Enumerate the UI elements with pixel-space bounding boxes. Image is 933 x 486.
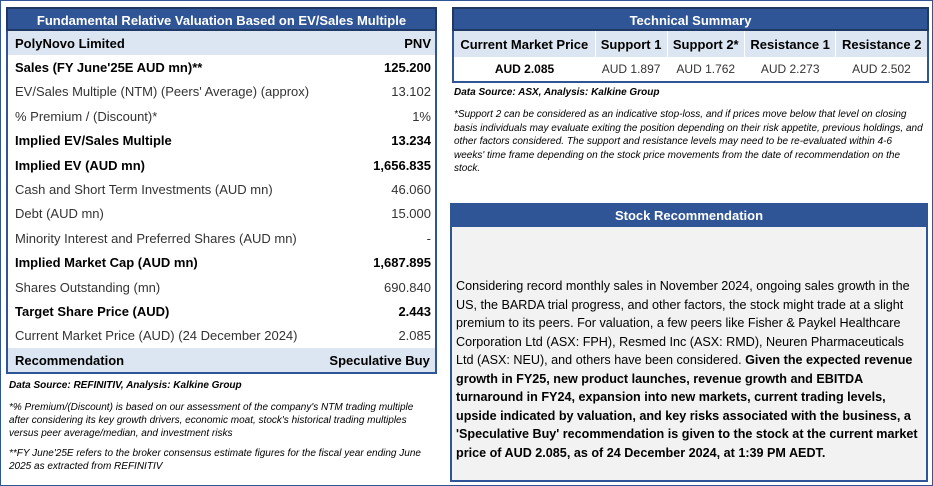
recommendation-text-bold: Given the expected revenue growth in FY2… <box>456 353 918 460</box>
valuation-source: Data Source: REFINITIV, Analysis: Kalkin… <box>9 380 242 391</box>
row-value: 1,656.835 <box>373 157 431 173</box>
table-row: Implied EV (AUD mn) 1,656.835 <box>7 153 436 177</box>
recommendation-panel: Stock Recommendation Considering record … <box>450 203 928 482</box>
table-row: Implied Market Cap (AUD mn) 1,687.895 <box>7 251 436 275</box>
table-cell: AUD 2.502 <box>852 62 911 76</box>
table-cell: AUD 2.273 <box>760 62 820 76</box>
row-label: Sales (FY June'25E AUD mn)** <box>15 60 203 76</box>
row-value: 2.443 <box>398 303 431 319</box>
recommendation-badge: Speculative Buy <box>321 348 436 374</box>
row-value: 1% <box>412 108 431 124</box>
row-label: Recommendation <box>7 348 322 374</box>
table-row: Target Share Price (AUD) 2.443 <box>7 299 436 323</box>
column-header: Support 2* <box>666 31 745 57</box>
column-header: Resistance 1 <box>743 31 836 57</box>
row-label: Target Share Price (AUD) <box>15 303 170 319</box>
row-label: Current Market Price (AUD) (24 December … <box>15 328 298 344</box>
valuation-panel: Fundamental Relative Valuation Based on … <box>6 7 437 375</box>
valuation-note-1: *% Premium/(Discount) is based on our as… <box>9 402 414 439</box>
table-row: Minority Interest and Preferred Shares (… <box>7 226 436 250</box>
recommendation-text: Considering record monthly sales in Nove… <box>456 277 922 462</box>
table-cell: AUD 1.762 <box>676 62 736 76</box>
table-row: Sales (FY June'25E AUD mn)** 125.200 <box>7 55 436 79</box>
technical-header-row: Current Market Price Support 1 Support 2… <box>452 31 928 57</box>
row-value: 46.060 <box>391 182 431 198</box>
row-value: 13.234 <box>391 133 431 149</box>
row-label: % Premium / (Discount)* <box>15 108 158 124</box>
technical-title: Technical Summary <box>452 7 929 31</box>
column-header: Resistance 2 <box>835 31 928 57</box>
row-label: Shares Outstanding (mn) <box>15 279 161 295</box>
row-value: - <box>426 230 431 246</box>
table-row: Implied EV/Sales Multiple 13.234 <box>7 129 436 153</box>
company-name: PolyNovo Limited <box>7 31 322 56</box>
table-row: Debt (AUD mn) 15.000 <box>7 202 436 226</box>
row-label: EV/Sales Multiple (NTM) (Peers' Average)… <box>15 84 310 100</box>
row-value: 690.840 <box>384 279 431 295</box>
table-row: Cash and Short Term Investments (AUD mn)… <box>7 177 436 201</box>
row-label: Implied EV/Sales Multiple <box>15 133 172 149</box>
technical-value-row: AUD 2.085 AUD 1.897 AUD 1.762 AUD 2.273 … <box>453 57 928 82</box>
row-value: 125.200 <box>384 60 431 76</box>
row-label: Debt (AUD mn) <box>15 206 104 222</box>
technical-note: *Support 2 can be considered as an indic… <box>454 109 923 174</box>
company-row: PolyNovo Limited PNV <box>7 31 436 56</box>
table-row: Current Market Price (AUD) (24 December … <box>7 324 436 348</box>
ticker: PNV <box>321 31 436 56</box>
row-value: 2.085 <box>398 328 431 344</box>
table-row: EV/Sales Multiple (NTM) (Peers' Average)… <box>7 80 436 104</box>
recommendation-row: Recommendation Speculative Buy <box>7 348 436 374</box>
row-label: Implied Market Cap (AUD mn) <box>15 255 198 271</box>
technical-table: Current Market Price Support 1 Support 2… <box>452 31 929 83</box>
column-header: Current Market Price <box>452 31 596 57</box>
valuation-table: PolyNovo Limited PNV Sales (FY June'25E … <box>6 31 437 375</box>
column-header: Support 1 <box>594 31 668 57</box>
recommendation-text-plain: Considering record monthly sales in Nove… <box>456 279 910 367</box>
valuation-note-2: **FY June'25E refers to the broker conse… <box>9 448 421 472</box>
row-value: 15.000 <box>391 206 431 222</box>
row-value: 13.102 <box>391 84 431 100</box>
table-cell: AUD 1.897 <box>601 62 661 76</box>
technical-source: Data Source: ASX, Analysis: Kalkine Grou… <box>454 87 660 98</box>
recommendation-title: Stock Recommendation <box>452 205 926 227</box>
row-label: Cash and Short Term Investments (AUD mn) <box>15 182 273 198</box>
row-value: 1,687.895 <box>373 255 431 271</box>
row-label: Minority Interest and Preferred Shares (… <box>15 230 297 246</box>
valuation-title: Fundamental Relative Valuation Based on … <box>6 7 437 31</box>
table-cell: AUD 2.085 <box>494 62 555 76</box>
row-label: Implied EV (AUD mn) <box>15 157 146 173</box>
table-row: Shares Outstanding (mn) 690.840 <box>7 275 436 299</box>
table-row: % Premium / (Discount)* 1% <box>7 104 436 128</box>
technical-panel: Technical Summary Current Market Price S… <box>452 7 929 83</box>
